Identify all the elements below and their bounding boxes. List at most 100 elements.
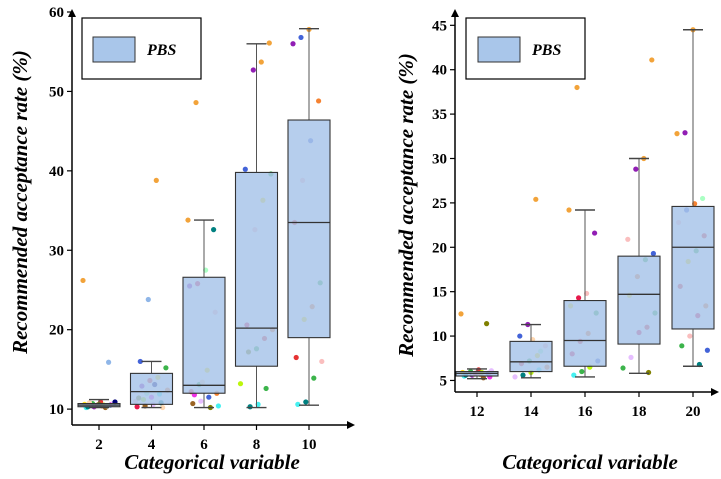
y-axis-arrow [68,9,76,17]
data-point [633,166,639,172]
data-point [266,40,272,46]
y-tick-label: 60 [49,5,64,21]
data-point [190,400,196,407]
y-tick-label: 10 [432,329,447,345]
data-point [137,358,143,365]
legend-swatch [92,36,136,63]
x-tick-label: 14 [524,404,540,420]
box-iqr [129,372,174,405]
x-tick-label: 12 [470,404,485,420]
y-axis-label: Recommended acceptance rate (%) [394,53,418,358]
y-tick-label: 30 [432,151,447,167]
x-tick-label: 6 [200,437,208,453]
data-point [258,59,264,65]
x-axis-arrow [347,421,355,429]
y-ticks: 5 10 15 20 25 30 35 40 45 [432,18,455,389]
data-point [290,41,296,47]
y-tick-label: 40 [49,164,64,180]
data-point [566,207,572,213]
data-point [682,130,688,136]
data-point [520,372,526,378]
data-point [592,230,598,236]
box-iqr [234,171,279,367]
y-tick-label: 35 [432,107,447,123]
box-iqr [509,340,553,373]
data-point [198,398,204,404]
x-tick-label: 4 [148,437,156,453]
x-axis-arrow [711,388,719,396]
y-tick-label: 15 [432,285,447,301]
box-iqr [617,255,661,345]
y-tick-label: 50 [49,84,64,100]
box-iqr [671,205,715,330]
x-axis-label: Categorical variable [502,450,678,474]
data-point [206,394,212,400]
data-point [215,403,221,409]
chart-right: 5 10 15 20 25 30 35 40 45 12 14 16 18 20 PBS Categor… [394,9,719,474]
y-tick-label: 10 [49,402,64,418]
x-tick-label: 18 [632,404,647,420]
data-point [458,311,464,317]
data-point [649,57,655,63]
x-tick-label: 16 [578,404,594,420]
data-point [646,369,652,376]
data-point [700,195,706,202]
data-point [303,399,309,405]
data-point [298,34,304,41]
chart-left: 10 20 30 40 50 60 2 4 6 8 10 PBS Categorical vari… [8,5,355,474]
y-tick-label: 20 [432,240,447,256]
box-iqr [182,276,226,394]
data-point [517,333,523,339]
data-point [134,404,140,410]
y-ticks: 10 20 30 40 50 60 [49,5,72,418]
y-tick-label: 45 [432,18,447,34]
data-point [628,354,634,360]
data-point [625,236,631,242]
data-point [533,196,539,202]
data-point [242,166,248,172]
legend-label: PBS [146,42,176,59]
data-point [263,385,269,392]
data-point [316,98,322,104]
legend-label: PBS [531,42,561,59]
data-point [620,365,626,371]
data-point [153,177,159,183]
x-tick-label: 10 [302,437,317,453]
y-tick-label: 40 [432,63,447,79]
x-tick-label: 8 [253,437,261,453]
y-tick-label: 5 [440,373,448,389]
y-axis-arrow [451,9,459,17]
data-point [237,381,244,387]
data-point [250,67,256,73]
data-point [576,295,582,301]
data-point [295,401,301,407]
data-point [674,131,680,137]
data-point [193,99,199,106]
data-point [185,217,191,223]
data-point [512,374,518,380]
data-point [145,296,151,303]
data-point [579,368,585,375]
data-point [293,354,299,361]
boxes [77,27,331,409]
data-point [574,84,580,91]
data-point [211,227,217,233]
data-point [106,359,112,365]
data-point [163,365,169,371]
y-tick-label: 25 [432,196,447,212]
y-tick-label: 20 [49,323,64,339]
y-tick-label: 30 [49,243,64,259]
x-axis-label: Categorical variable [124,450,300,474]
legend-swatch [477,36,521,63]
data-point [247,404,253,410]
data-point [160,404,166,411]
data-point [80,277,86,284]
box-iqr [563,300,607,367]
data-point [484,321,490,327]
x-ticks: 12 14 16 18 20 [470,392,701,420]
data-point [650,250,657,257]
data-point [319,358,325,365]
box-iqr [287,119,331,339]
data-point [679,343,685,349]
data-point [687,333,693,339]
